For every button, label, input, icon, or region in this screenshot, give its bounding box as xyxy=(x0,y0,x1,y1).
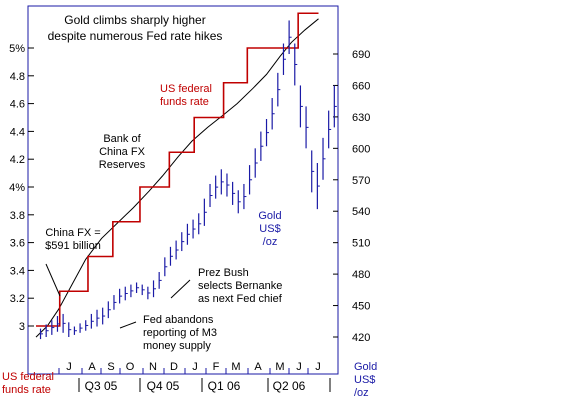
left-tick-label: 3.8 xyxy=(10,210,25,222)
quarter-label: Q4 05 xyxy=(147,379,180,393)
annotation-text: Prez Bush selects Bernanke as next Fed chi… xyxy=(198,267,283,305)
right-tick-label: 600 xyxy=(352,143,370,155)
right-tick-label: 660 xyxy=(352,80,370,92)
right-tick-label: 420 xyxy=(352,332,370,344)
quarter-label: Q3 05 xyxy=(85,379,118,393)
x-tick-label: S xyxy=(107,361,114,373)
left-tick-label: 3 xyxy=(19,321,25,333)
chart-frame xyxy=(27,5,339,375)
fed-funds-line xyxy=(36,12,319,327)
right-tick-label: 630 xyxy=(352,112,370,124)
fed-funds-series xyxy=(36,12,319,327)
bernanke-pointer-line xyxy=(170,279,191,299)
x-tick-label: J xyxy=(315,361,321,373)
x-tick-label: O xyxy=(126,361,135,373)
x-tick-label: M xyxy=(275,361,284,373)
left-axis-ticks: 5% 4.8 4.6 4.4 4.2 4% 3.8 3.6 3.4 3.2 3 xyxy=(9,43,34,333)
bottom-labels: US federal funds rate Gold US$/oz xyxy=(2,361,377,399)
x-tick-label: J xyxy=(296,361,302,373)
m3-pointer-line xyxy=(119,321,137,329)
left-tick-label: 3.4 xyxy=(10,265,25,277)
x-tick-label: D xyxy=(170,361,178,373)
quarter-label: Q2 06 xyxy=(273,379,306,393)
right-tick-label: 510 xyxy=(352,238,370,250)
china-fx-pointer-line xyxy=(45,263,61,297)
bottom-right-axis-label: Gold US$/oz xyxy=(354,361,377,399)
x-tick-label: A xyxy=(254,361,262,373)
china-fx-series xyxy=(35,18,319,338)
left-tick-label: 3.6 xyxy=(10,238,25,250)
x-tick-label: M xyxy=(231,361,240,373)
annotation-text: US federal funds rate xyxy=(160,83,212,108)
china-fx-line xyxy=(35,18,319,338)
chart-title-line-2: despite numerous Fed rate hikes xyxy=(48,29,223,43)
left-tick-label: 4.6 xyxy=(10,99,25,111)
right-tick-label: 450 xyxy=(352,301,370,313)
right-tick-label: 570 xyxy=(352,175,370,187)
left-tick-label: 5% xyxy=(9,43,25,55)
annotations: US federal funds rate Bank of China FX Reser… xyxy=(45,83,283,352)
x-tick-label: J xyxy=(66,361,72,373)
left-tick-label: 4.4 xyxy=(10,126,25,138)
annotation-text: China FX = $591 billion xyxy=(45,227,101,252)
right-tick-label: 690 xyxy=(352,49,370,61)
left-tick-label: 4% xyxy=(9,182,25,194)
annotation-pointers xyxy=(45,263,191,329)
quarter-axis-ticks: Q3 05 Q4 05 Q1 06 Q2 06 xyxy=(78,378,331,393)
right-tick-label: 540 xyxy=(352,206,370,218)
annotation-text: Bank of China FX Reserves xyxy=(99,133,146,171)
left-tick-label: 3.2 xyxy=(10,293,25,305)
bottom-left-axis-label: US federal funds rate xyxy=(2,371,54,396)
chart-title-line-1: Gold climbs sharply higher xyxy=(64,13,205,27)
x-tick-label: J xyxy=(192,361,198,373)
x-tick-label: N xyxy=(149,361,157,373)
x-tick-label: A xyxy=(88,361,96,373)
quarter-label: Q1 06 xyxy=(208,379,241,393)
right-axis-ticks: 690 660 630 600 570 540 510 480 450 420 xyxy=(333,49,370,344)
annotation-text: Fed abandons reporting of M3 money supply xyxy=(143,314,217,352)
left-tick-label: 4.8 xyxy=(10,71,25,83)
left-tick-label: 4.2 xyxy=(10,154,25,166)
gold-series xyxy=(39,20,337,340)
x-tick-label: F xyxy=(213,361,220,373)
right-tick-label: 480 xyxy=(352,269,370,281)
annotation-text: Gold US$/oz xyxy=(258,210,281,248)
